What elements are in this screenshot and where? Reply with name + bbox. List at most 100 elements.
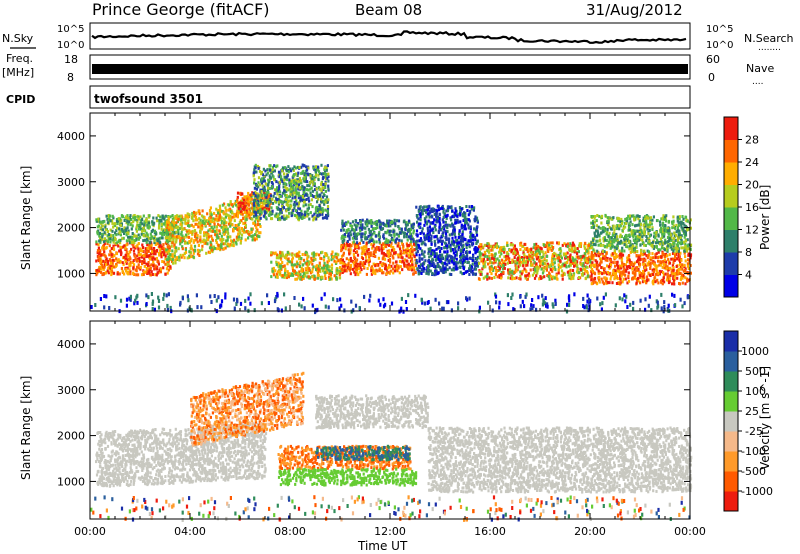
power-cell	[174, 224, 177, 228]
power-cell	[302, 269, 305, 273]
power-cell	[441, 261, 444, 265]
power-cell	[450, 206, 453, 210]
power-cell	[275, 198, 278, 201]
power-cell	[515, 269, 518, 273]
power-cell	[218, 213, 221, 217]
power-cell	[378, 238, 381, 241]
power-cell	[220, 245, 223, 249]
power-cell	[347, 244, 350, 248]
power-cell	[110, 255, 113, 259]
power-cell	[286, 173, 289, 177]
power-cell	[283, 200, 286, 204]
power-cell	[317, 165, 320, 169]
power-cell	[307, 206, 310, 210]
power-cell	[381, 248, 384, 252]
power-cell	[263, 179, 266, 183]
power-cell	[264, 199, 267, 203]
power-cell	[396, 237, 399, 241]
power-cell	[367, 227, 370, 231]
power-cell	[297, 206, 300, 210]
power-cell	[209, 243, 212, 247]
power-cell	[142, 254, 145, 257]
power-cell	[355, 261, 358, 265]
power-cell	[260, 194, 263, 198]
power-cell	[412, 229, 416, 233]
power-cell	[313, 176, 316, 179]
power-cell	[205, 236, 208, 240]
power-cell	[149, 232, 152, 236]
power-cell	[296, 182, 299, 186]
power-cell	[116, 272, 119, 276]
power-cell	[164, 272, 167, 276]
power-cell	[436, 215, 439, 219]
power-cell	[348, 267, 351, 271]
power-cell	[379, 223, 382, 226]
power-cell	[377, 263, 380, 267]
power-cell	[449, 249, 452, 253]
power-cell	[572, 276, 575, 280]
power-cell	[392, 230, 395, 234]
power-cell	[225, 239, 228, 243]
power-cell	[119, 233, 122, 237]
power-cell	[408, 264, 411, 268]
power-cell	[125, 233, 128, 237]
power-cell	[459, 213, 462, 217]
power-cell	[411, 237, 414, 241]
power-cell	[431, 249, 434, 253]
power-cell	[118, 272, 121, 276]
power-cell	[364, 230, 367, 234]
power-cell	[108, 244, 111, 248]
power-cell	[370, 239, 373, 243]
power-cell	[269, 168, 272, 172]
power-cell	[320, 257, 323, 261]
power-cell	[250, 193, 253, 196]
power-cell	[533, 243, 536, 247]
power-cell	[209, 220, 212, 224]
power-cell	[345, 257, 348, 261]
power-cell	[284, 269, 287, 272]
power-cell	[206, 242, 209, 246]
power-cell	[263, 185, 266, 189]
power-cell	[458, 265, 461, 269]
power-cell	[312, 166, 315, 170]
power-cell	[285, 273, 288, 277]
power-cell	[281, 253, 285, 257]
power-cell	[533, 267, 536, 271]
power-cell	[430, 252, 433, 256]
power-cell	[281, 215, 284, 219]
power-cell	[244, 226, 247, 229]
power-cell	[355, 234, 358, 237]
power-cell	[378, 235, 381, 239]
power-cell	[125, 257, 128, 261]
frequency-band	[92, 64, 688, 74]
power-cell	[305, 262, 308, 266]
power-cell	[343, 233, 346, 236]
power-cell	[287, 205, 290, 209]
power-cell	[579, 261, 582, 265]
power-cell	[368, 219, 372, 223]
power-cell	[327, 172, 330, 176]
power-cell	[543, 261, 546, 265]
power-cell	[260, 172, 263, 176]
power-cell	[139, 235, 142, 239]
power-cell	[301, 199, 305, 202]
power-cell	[505, 258, 508, 262]
power-cell	[363, 248, 366, 252]
power-cell	[468, 273, 471, 276]
power-cell	[431, 271, 434, 275]
power-cell	[503, 250, 506, 254]
power-cell	[180, 225, 183, 229]
power-cell	[450, 240, 454, 244]
power-cell	[425, 222, 429, 226]
power-cell	[547, 275, 550, 279]
power-cell	[284, 182, 287, 186]
power-cell	[430, 207, 433, 211]
power-cell	[198, 217, 201, 221]
power-cell	[283, 193, 287, 197]
power-cell	[257, 223, 260, 227]
power-cell	[335, 252, 339, 256]
power-cell	[175, 221, 178, 225]
power-cell	[553, 251, 556, 255]
power-cell	[155, 273, 158, 277]
power-cell	[312, 265, 315, 269]
